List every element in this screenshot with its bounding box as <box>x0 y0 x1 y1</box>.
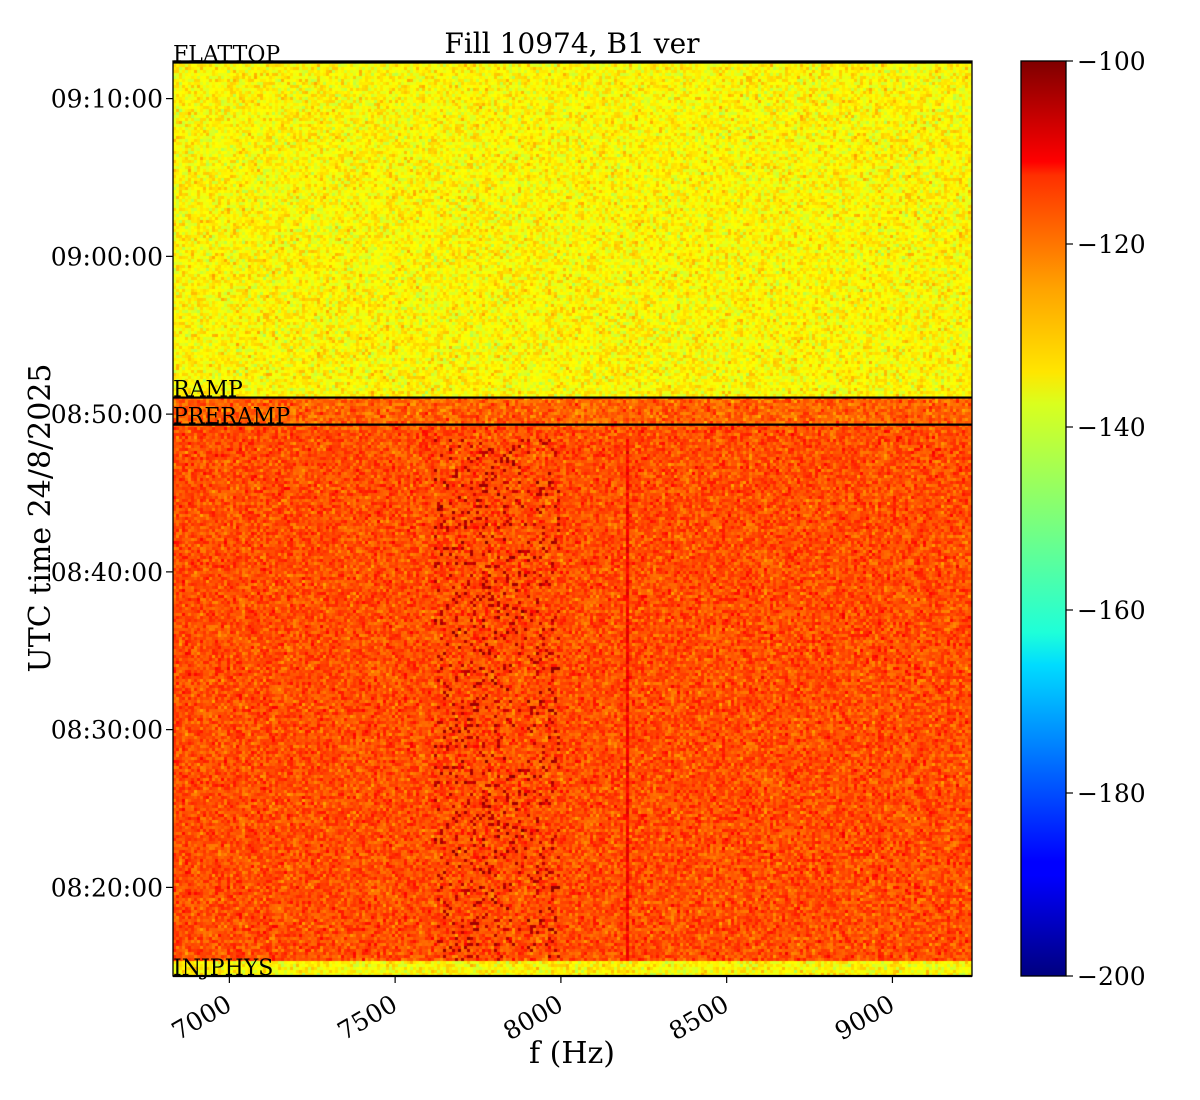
y-tick-label: 08:40:00 <box>51 558 163 587</box>
x-tick-label: 7000 <box>167 989 237 1046</box>
colorbar-ticks: −200 −180 −160 −140 −120 −100 <box>1066 47 1146 991</box>
y-tick-label: 09:00:00 <box>51 242 163 271</box>
y-tick-label: 08:50:00 <box>51 400 163 429</box>
colorbar-tick-label: −160 <box>1077 596 1146 625</box>
chart-title: Fill 10974, B1 ver <box>444 27 700 60</box>
heatmap-image <box>173 61 972 976</box>
plot-frame <box>172 60 973 977</box>
y-tick-label: 09:10:00 <box>51 85 163 114</box>
colorbar-tick-label: −180 <box>1077 779 1146 808</box>
colorbar: −200 −180 −160 −140 −120 −100 <box>1020 47 1146 991</box>
phase-label: INJPHYS <box>173 956 273 981</box>
colorbar-tick-label: −120 <box>1077 230 1146 259</box>
colorbar-gradient <box>1020 60 1067 977</box>
y-axis-label: UTC time 24/8/2025 <box>23 364 58 673</box>
x-axis-label: f (Hz) <box>529 1036 615 1071</box>
x-tick-label: 8500 <box>664 989 734 1046</box>
heatmap-cells <box>173 61 972 976</box>
y-tick-label: 08:20:00 <box>51 873 163 902</box>
y-tick-label: 08:30:00 <box>51 716 163 745</box>
phase-label: PRERAMP <box>173 405 290 430</box>
phase-label: FLATTOP <box>173 43 280 68</box>
phase-label: RAMP <box>173 378 243 403</box>
colorbar-tick-label: −140 <box>1077 413 1146 442</box>
colorbar-tick-label: −100 <box>1077 47 1146 76</box>
colorbar-tick-label: −200 <box>1077 962 1146 991</box>
x-tick-label: 9000 <box>830 989 900 1046</box>
x-tick-label: 7500 <box>333 989 403 1046</box>
y-axis: 08:20:00 08:30:00 08:40:00 08:50:00 09:00:00… <box>51 85 173 902</box>
